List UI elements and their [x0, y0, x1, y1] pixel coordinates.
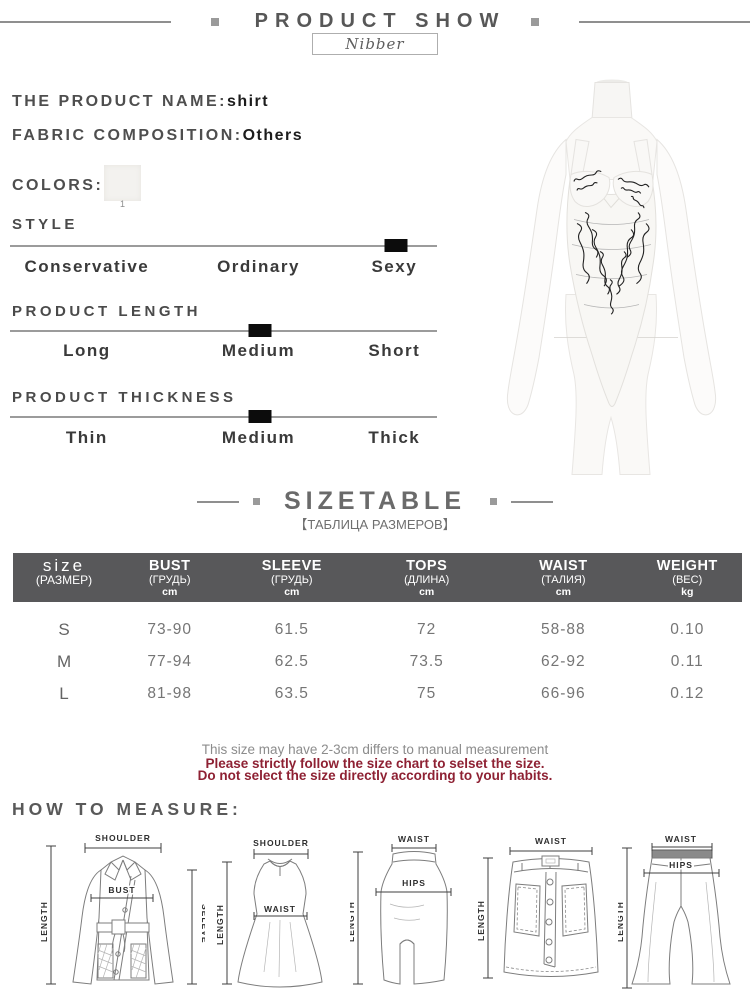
table-row: L 81-98 63.5 75 66-96 0.12: [59, 684, 705, 703]
thickness-slider-track: [10, 410, 437, 423]
svg-text:LENGTH: LENGTH: [478, 900, 486, 941]
style-slider-marker: [384, 239, 408, 252]
mini-skirt-measure-marks: WAIST LENGTH: [478, 835, 593, 979]
svg-text:SELEVE: SELEVE: [200, 904, 205, 944]
svg-text:WAIST: WAIST: [665, 834, 697, 844]
square-ornament: [252, 498, 260, 505]
size-note-red-2: Do not select the size directly accordin…: [197, 768, 553, 783]
style-options: Conservative Ordinary Sexy: [10, 257, 437, 279]
length-options: Long Medium Short: [10, 341, 437, 363]
svg-text:LENGTH: LENGTH: [350, 901, 356, 942]
fabric-label: FABRIC COMPOSITION:: [12, 127, 243, 144]
square-ornament: [531, 17, 540, 26]
dress-drawing: [237, 858, 323, 988]
style-option-sexy: Sexy: [371, 257, 418, 276]
product-photo: [506, 79, 717, 475]
thickness-option-thin: Thin: [65, 428, 108, 447]
style-option-conservative: Conservative: [24, 257, 150, 276]
product-name-row: THE PRODUCT NAME:shirt: [12, 93, 269, 111]
midi-skirt-measure-marks: WAIST HIPS LENGTH: [350, 833, 452, 985]
size-table-body: S 73-90 61.5 72 58-88 0.10 M 77-94 62.5 …: [13, 614, 742, 710]
brand-box: Nibber: [312, 33, 438, 55]
svg-text:WAIST: WAIST: [264, 904, 296, 914]
thickness-options: Thin Medium Thick: [10, 428, 437, 450]
pants-drawing: [631, 849, 731, 985]
product-name-label: THE PRODUCT NAME:: [12, 93, 227, 110]
style-slider-track: [10, 239, 437, 252]
length-slider-marker: [248, 324, 272, 337]
fabric-row: FABRIC COMPOSITION:Others: [12, 127, 303, 145]
measure-diagram-jacket: SHOULDER LENGTH BUST SELEVE: [38, 832, 205, 985]
jacket-measure-marks: SHOULDER LENGTH BUST SELEVE: [38, 832, 205, 985]
length-option-short: Short: [368, 341, 421, 360]
length-option-long: Long: [63, 341, 111, 360]
dress-measure-marks: SHOULDER LENGTH WAIST: [214, 837, 309, 985]
measure-diagram-pants: WAIST HIPS LENGTH: [618, 833, 731, 989]
thickness-option-medium: Medium: [221, 428, 296, 447]
divider-line: [511, 500, 554, 503]
svg-text:SHOULDER: SHOULDER: [95, 833, 151, 843]
column-header-tops: TOPS (ДЛИНА) cm: [404, 558, 450, 598]
svg-text:WAIST: WAIST: [535, 836, 567, 846]
svg-text:BUST: BUST: [108, 885, 135, 895]
size-note-red-1: Please strictly follow the size chart to…: [205, 756, 545, 771]
column-header-size: size (РАЗМЕР): [35, 556, 93, 587]
length-slider-track: [10, 324, 437, 337]
color-swatch[interactable]: [104, 165, 141, 201]
svg-text:HIPS: HIPS: [669, 860, 693, 870]
sizetable-subtitle: 【ТАБЛИЦА РАЗМЕРОВ】: [294, 517, 456, 532]
square-ornament: [490, 498, 498, 505]
sizetable-header: SIZETABLE: [0, 487, 750, 516]
svg-text:HIPS: HIPS: [402, 878, 426, 888]
svg-text:LENGTH: LENGTH: [39, 901, 49, 942]
svg-text:LENGTH: LENGTH: [618, 901, 625, 942]
column-header-bust: BUST (ГРУДЬ) cm: [148, 558, 191, 598]
sizetable-title: SIZETABLE: [283, 487, 467, 515]
size-table: size (РАЗМЕР) BUST (ГРУДЬ) cm SLEEVE (ГР…: [13, 553, 742, 710]
thickness-option-thick: Thick: [368, 428, 421, 447]
thickness-heading: PRODUCT THICKNESS: [12, 389, 237, 406]
divider-line: [579, 20, 750, 23]
midi-skirt-drawing: [380, 851, 448, 985]
size-table-header-row: size (РАЗМЕР) BUST (ГРУДЬ) cm SLEEVE (ГР…: [13, 553, 742, 602]
brand-name: Nibber: [345, 35, 405, 53]
table-row: M 77-94 62.5 73.5 62-92 0.11: [56, 652, 704, 671]
divider-line: [0, 20, 171, 23]
thickness-slider-marker: [248, 410, 272, 423]
pants-measure-marks: WAIST HIPS LENGTH: [618, 833, 720, 989]
svg-text:SHOULDER: SHOULDER: [253, 838, 309, 848]
measure-diagram-midi-skirt: WAIST HIPS LENGTH: [350, 833, 452, 985]
color-swatch-index: 1: [119, 199, 125, 209]
product-show-header: PRODUCT SHOW: [0, 10, 750, 33]
column-header-waist: WAIST (ТАЛИЯ) cm: [539, 558, 588, 598]
length-option-medium: Medium: [221, 341, 296, 360]
product-name-value: shirt: [226, 93, 270, 110]
how-to-measure-title: HOW TO MEASURE:: [12, 799, 242, 819]
colors-label: COLORS:: [12, 177, 104, 194]
table-row: S 73-90 61.5 72 58-88 0.10: [58, 620, 705, 639]
column-header-weight: WEIGHT (ВЕС) kg: [656, 558, 718, 598]
column-header-sleeve: SLEEVE (ГРУДЬ) cm: [261, 558, 322, 598]
style-heading: STYLE: [12, 216, 78, 233]
fabric-value: Others: [242, 127, 304, 144]
measure-diagram-mini-skirt: WAIST LENGTH: [478, 835, 599, 979]
mesh-sleeves: [506, 138, 717, 416]
length-heading: PRODUCT LENGTH: [12, 303, 201, 320]
jacket-drawing: [72, 855, 174, 985]
square-ornament: [210, 17, 219, 26]
style-option-ordinary: Ordinary: [217, 257, 300, 276]
divider-line: [196, 500, 239, 503]
size-note-gray: This size may have 2-3cm differs to manu…: [201, 742, 549, 757]
svg-text:WAIST: WAIST: [398, 834, 430, 844]
page-title: PRODUCT SHOW: [254, 10, 506, 32]
measure-diagram-dress: SHOULDER LENGTH WAIST: [214, 837, 323, 988]
mini-skirt-drawing: [503, 855, 599, 977]
svg-text:LENGTH: LENGTH: [215, 904, 225, 945]
